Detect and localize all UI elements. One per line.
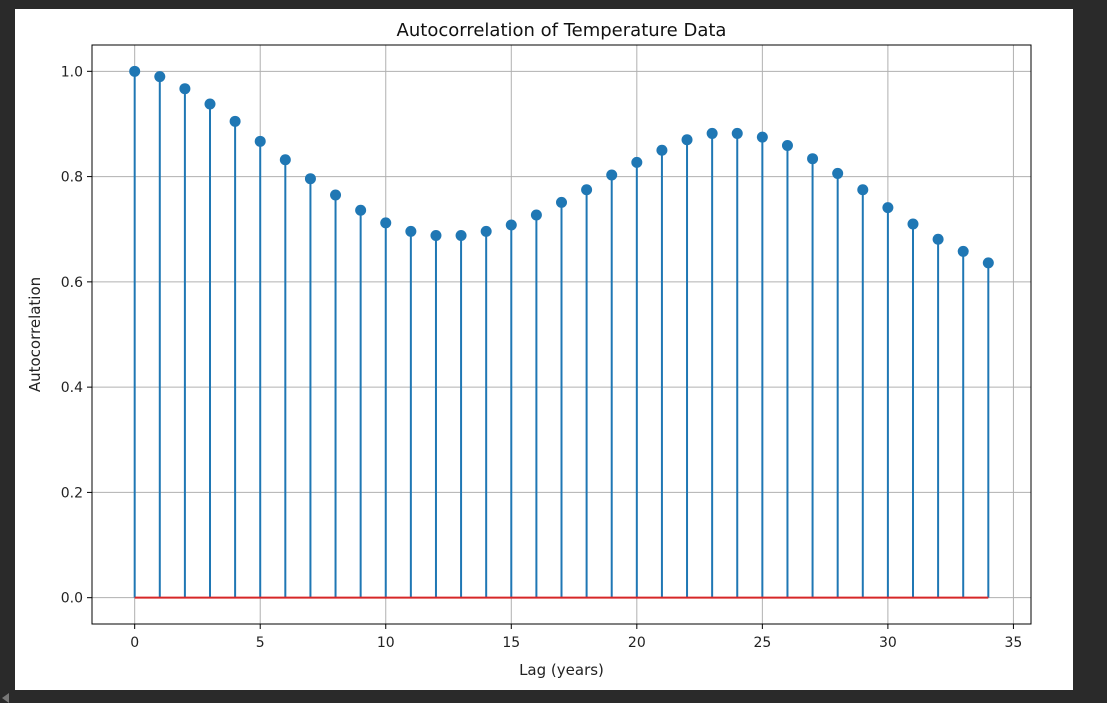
stem-marker	[857, 184, 869, 196]
y-axis-ticks: 0.0 0.2 0.4 0.6 0.8 1.0	[61, 64, 92, 607]
stem-marker	[355, 204, 367, 216]
y-tick-label: 0.0	[61, 591, 83, 607]
stem-marker	[304, 173, 316, 185]
stem-marker	[756, 131, 768, 143]
stem-marker	[405, 225, 417, 237]
stem-marker	[330, 189, 342, 201]
stem-marker	[681, 134, 693, 146]
y-tick-label: 0.8	[61, 170, 83, 186]
stem-chart: 0 5 10 15 20 25 30 35 0.0 0.2 0.4 0.6 0.8 1.0 Autoco…	[26, 20, 1032, 679]
y-axis-label: Autocorrelation	[26, 277, 44, 392]
x-tick-label: 5	[256, 635, 265, 651]
stem-lines	[133, 71, 990, 598]
stem-marker	[706, 127, 718, 139]
stem-marker	[204, 98, 216, 110]
stem-marker	[957, 245, 969, 257]
stem-marker	[129, 65, 141, 77]
stem-marker	[279, 154, 291, 166]
x-tick-label: 10	[377, 635, 395, 651]
stem-marker	[505, 219, 517, 231]
figure: 0 5 10 15 20 25 30 35 0.0 0.2 0.4 0.6 0.8 1.0 Autoco…	[15, 9, 1073, 690]
stem-marker	[932, 233, 944, 245]
x-tick-label: 0	[130, 635, 139, 651]
stem-marker	[380, 217, 392, 229]
stem-marker	[154, 71, 166, 83]
stem-marker	[556, 196, 567, 208]
y-tick-label: 0.6	[61, 275, 83, 291]
x-axis-ticks: 0 5 10 15 20 25 30 35	[130, 624, 1022, 651]
stem-marker	[982, 257, 994, 269]
stem-marker	[832, 167, 844, 179]
stem-marker	[606, 169, 618, 181]
y-tick-label: 1.0	[61, 64, 83, 80]
x-tick-label: 25	[753, 635, 771, 651]
x-axis-label: Lag (years)	[519, 661, 604, 679]
stem-markers	[129, 65, 994, 269]
x-tick-label: 20	[628, 635, 646, 651]
stem-marker	[480, 225, 492, 237]
stem-marker	[807, 153, 819, 165]
stem-marker	[781, 140, 793, 152]
y-tick-label: 0.2	[61, 485, 83, 501]
x-tick-label: 35	[1005, 635, 1023, 651]
x-tick-label: 30	[879, 635, 897, 651]
stem-marker	[179, 83, 191, 95]
stem-marker	[882, 202, 894, 214]
stem-marker	[430, 230, 442, 242]
stem-marker	[631, 156, 643, 168]
stem-marker	[530, 209, 542, 221]
stem-marker	[656, 144, 668, 156]
stem-marker	[907, 218, 919, 230]
stem-marker	[229, 115, 241, 127]
stem-marker	[581, 184, 593, 196]
x-tick-label: 15	[502, 635, 520, 651]
stem-marker	[455, 230, 467, 242]
stem-marker	[731, 127, 743, 139]
y-tick-label: 0.4	[61, 380, 83, 396]
chart-title: Autocorrelation of Temperature Data	[397, 20, 727, 41]
plot-frame	[91, 44, 1032, 625]
corner-arrow-icon	[2, 693, 9, 703]
stem-marker	[254, 135, 266, 147]
